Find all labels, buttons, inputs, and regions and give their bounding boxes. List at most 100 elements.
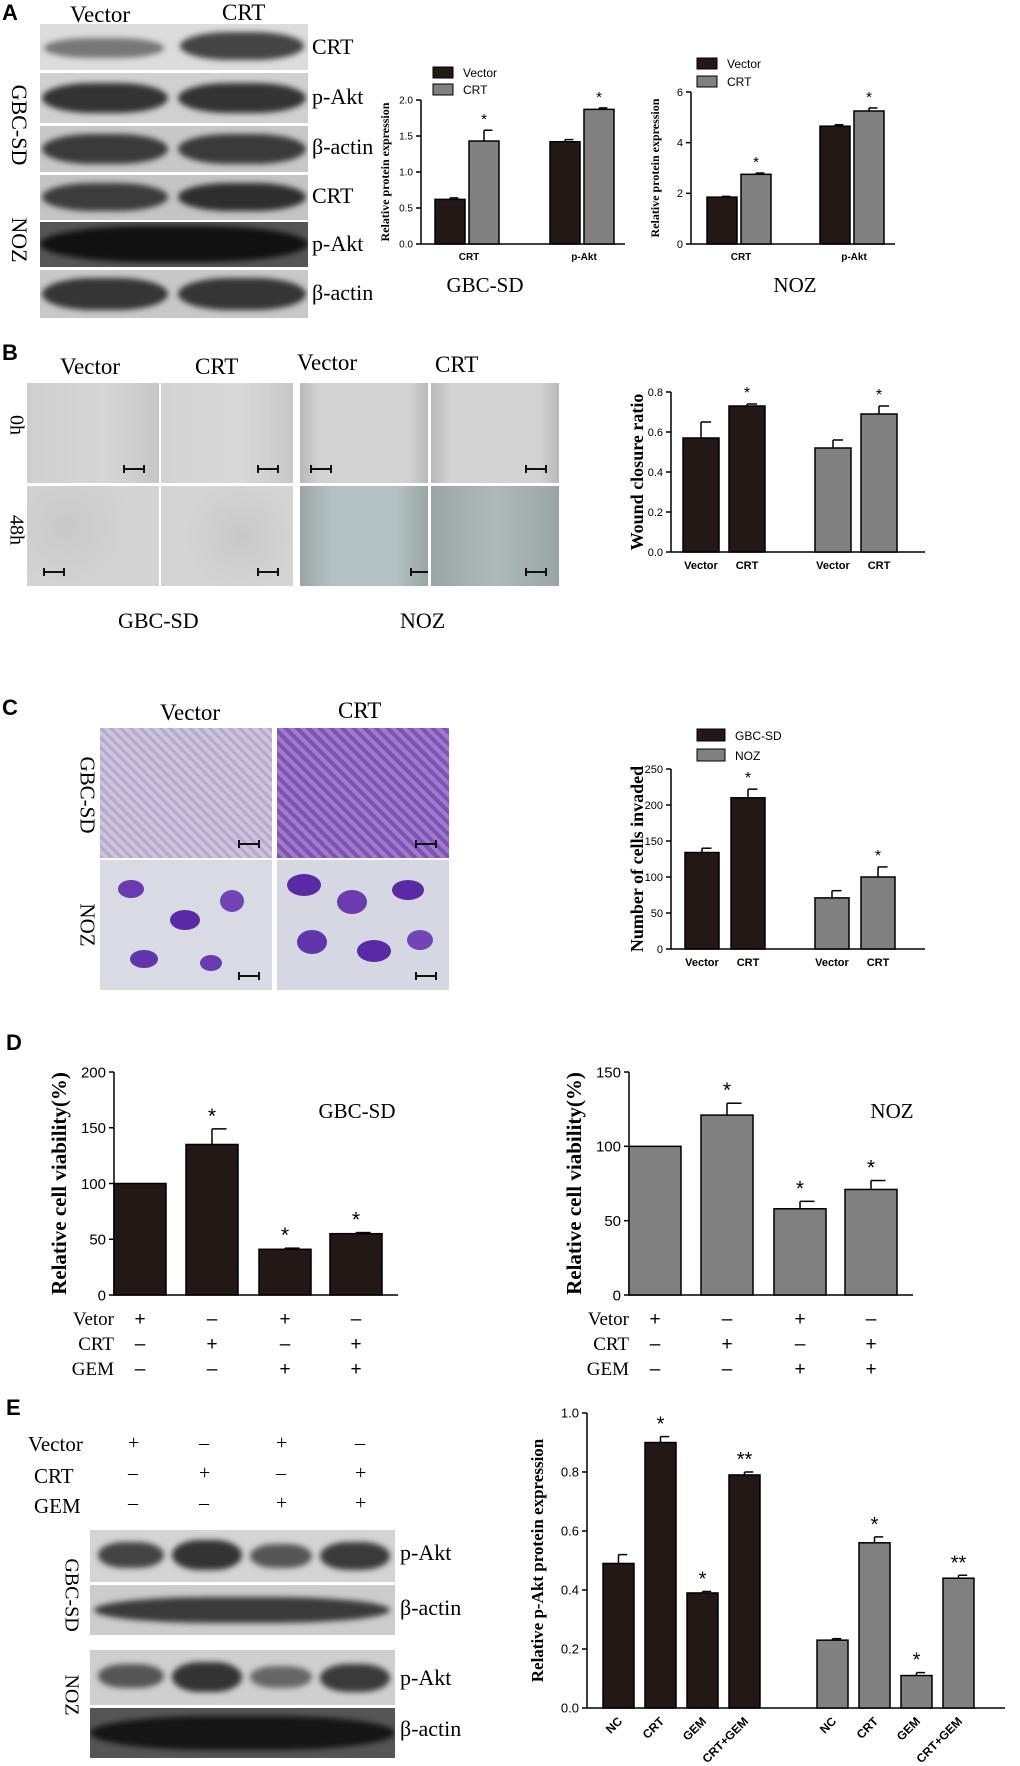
treatment-sign: + bbox=[134, 1309, 145, 1330]
c-header-crt: CRT bbox=[338, 698, 382, 723]
legend-label: Vector bbox=[727, 57, 761, 71]
y-tick-label: 100 bbox=[81, 1176, 106, 1193]
y-tick-label: 250 bbox=[645, 764, 663, 776]
bar bbox=[819, 125, 851, 245]
x-tick-label: GEM bbox=[680, 1714, 709, 1743]
significance-star: * bbox=[281, 1224, 289, 1247]
legend-label: CRT bbox=[727, 75, 752, 89]
y-tick-label: 0.2 bbox=[648, 507, 663, 519]
treatment-label: GEM bbox=[72, 1359, 114, 1375]
y-tick-label: 0 bbox=[98, 1287, 106, 1304]
bar bbox=[113, 1182, 167, 1296]
e-treatment-sign: + bbox=[355, 1492, 367, 1514]
e-band-label-noz-pakt: p-Akt bbox=[400, 1665, 452, 1690]
bar bbox=[730, 797, 766, 950]
legend-label: CRT bbox=[463, 83, 488, 97]
bar bbox=[686, 1592, 719, 1709]
x-tick-label: NC bbox=[603, 1714, 625, 1736]
x-tick-label: CRT bbox=[459, 252, 480, 263]
legend-swatch bbox=[432, 66, 454, 79]
treatment-sign: + bbox=[794, 1309, 805, 1330]
x-tick-label: CRT+GEM bbox=[913, 1714, 965, 1765]
legend-swatch bbox=[696, 57, 718, 70]
bar bbox=[728, 405, 766, 553]
b-header-crt-noz: CRT bbox=[435, 352, 479, 377]
y-tick-label: 0.2 bbox=[561, 1642, 579, 1657]
e-treatment-vector: Vector bbox=[28, 1432, 83, 1456]
band-label-a-gbc-actin: β-actin bbox=[312, 134, 374, 159]
legend-swatch bbox=[696, 748, 726, 762]
y-tick-label: 0.4 bbox=[561, 1583, 579, 1598]
y-tick-label: 50 bbox=[604, 1213, 621, 1230]
invasion-noz-vector bbox=[100, 860, 272, 990]
treatment-label: CRT bbox=[78, 1334, 114, 1355]
y-tick-label: 0.0 bbox=[648, 547, 663, 559]
y-tick-label: 0.0 bbox=[399, 240, 413, 251]
band-label-a-noz-pakt: p-Akt bbox=[312, 231, 364, 256]
y-tick-label: 6 bbox=[677, 87, 683, 99]
c-row-gbc: GBC-SD bbox=[75, 756, 100, 834]
x-tick-label: p-Akt bbox=[841, 252, 867, 263]
b-caption-noz: NOZ bbox=[400, 608, 446, 633]
legend-swatch bbox=[696, 728, 726, 742]
wound-noz-crt-0h bbox=[431, 383, 559, 483]
significance-star: * bbox=[875, 848, 881, 865]
y-tick-label: 1.5 bbox=[399, 132, 413, 143]
significance-star: * bbox=[913, 1650, 921, 1672]
treatment-sign: + bbox=[794, 1359, 805, 1375]
e-treatment-sign: + bbox=[199, 1462, 211, 1484]
treatment-sign: + bbox=[350, 1359, 361, 1375]
significance-star: * bbox=[753, 154, 759, 171]
y-tick-label: 150 bbox=[645, 836, 663, 848]
y-axis-label: Relative cell viability(%) bbox=[47, 1072, 71, 1295]
chart-e-pakt: 0.0 0.2 0.4 0.6 0.8 1.0 Relative p-Akt protein… bbox=[528, 1406, 1005, 1765]
b-caption-gbc: GBC-SD bbox=[118, 608, 199, 633]
b-row-48h: 48h bbox=[5, 515, 28, 545]
blot-e-noz-pakt bbox=[90, 1650, 395, 1705]
e-cell-gbc: GBC-SD bbox=[60, 1558, 83, 1632]
e-band-label-gbc-pakt: p-Akt bbox=[400, 1540, 452, 1565]
y-tick-label: 4 bbox=[677, 138, 683, 150]
blot-a-noz-pakt bbox=[40, 222, 308, 267]
treatment-sign: – bbox=[135, 1334, 146, 1355]
e-treatment-sign: – bbox=[199, 1492, 209, 1514]
blot-a-noz-actin bbox=[40, 270, 308, 318]
y-tick-label: 0.6 bbox=[561, 1524, 579, 1539]
e-band-label-gbc-actin: β-actin bbox=[400, 1595, 462, 1620]
treatment-label: GEM bbox=[587, 1359, 629, 1375]
y-tick-label: 0.8 bbox=[648, 387, 663, 399]
y-tick-label: 0.8 bbox=[561, 1465, 579, 1480]
significance-star: ** bbox=[737, 1449, 753, 1471]
x-tick-label: CRT+GEM bbox=[699, 1714, 751, 1765]
y-tick-label: 0 bbox=[613, 1287, 621, 1304]
y-tick-label: 150 bbox=[81, 1120, 106, 1137]
e-treatment-sign: + bbox=[355, 1462, 367, 1484]
significance-star: ** bbox=[951, 1552, 967, 1574]
treatment-sign: – bbox=[351, 1309, 362, 1330]
chart-title: NOZ bbox=[870, 1099, 913, 1123]
bar bbox=[258, 1248, 312, 1296]
significance-star: * bbox=[867, 1157, 875, 1180]
y-tick-label: 200 bbox=[81, 1064, 106, 1081]
y-tick-label: 150 bbox=[596, 1064, 621, 1081]
y-axis-label: Wound closure ratio bbox=[627, 394, 647, 551]
treatment-sign: – bbox=[207, 1359, 218, 1375]
e-band-label-noz-actin: β-actin bbox=[400, 1716, 462, 1741]
band-label-a-gbc-crt: CRT bbox=[312, 34, 354, 59]
y-tick-label: 0.5 bbox=[399, 204, 413, 215]
bar bbox=[860, 413, 898, 553]
y-tick-label: 50 bbox=[89, 1232, 106, 1249]
legend-swatch bbox=[696, 75, 718, 88]
panel-e-label: E bbox=[6, 1395, 21, 1420]
invasion-crt-vector bbox=[277, 728, 449, 858]
significance-star: * bbox=[744, 385, 750, 402]
legend-label: Vector bbox=[463, 66, 497, 80]
treatment-sign: – bbox=[650, 1359, 661, 1375]
wound-noz-crt-48h bbox=[431, 486, 559, 586]
y-axis-label: Relative protein expression bbox=[378, 102, 392, 241]
x-tick-label: Vector bbox=[684, 560, 718, 572]
treatment-sign: + bbox=[279, 1309, 290, 1330]
e-cell-noz: NOZ bbox=[60, 1674, 83, 1716]
